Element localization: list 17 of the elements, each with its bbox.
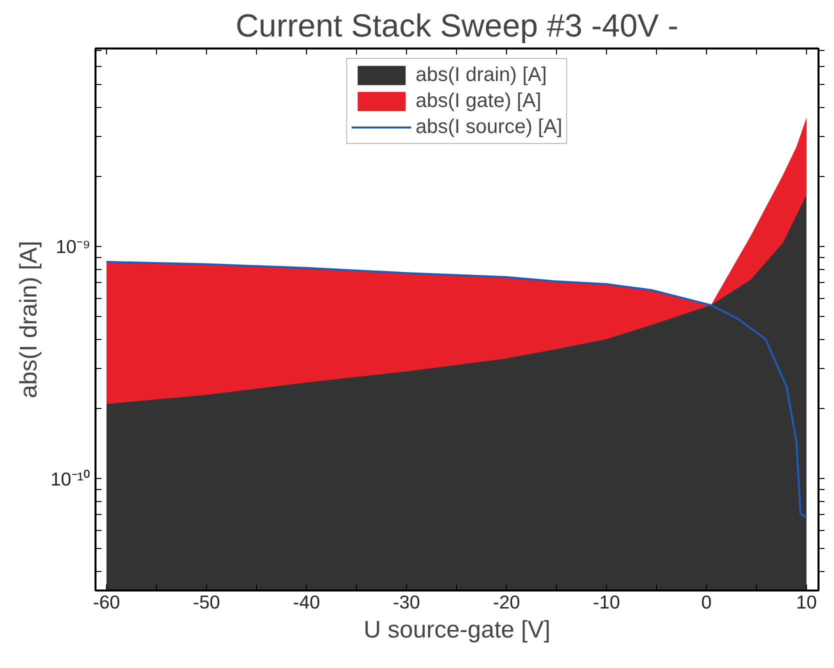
y-tick-label: 10⁻¹⁰ <box>50 468 91 490</box>
legend-label: abs(I drain) [A] <box>416 64 547 86</box>
x-tick-label: -30 <box>393 592 420 612</box>
x-tick-label: -10 <box>593 592 620 612</box>
x-tick-label: 0 <box>701 592 712 612</box>
legend-label: abs(I gate) [A] <box>416 90 542 112</box>
y-axis-title: abs(I drain) [A] <box>16 240 43 398</box>
chart-title: Current Stack Sweep #3 -40V - <box>236 8 678 44</box>
x-tick-label: -50 <box>193 592 220 612</box>
x-tick-label: -60 <box>93 592 120 612</box>
x-tick-label: 10 <box>796 592 817 612</box>
y-tick-label: 10⁻⁹ <box>56 236 91 258</box>
legend-label: abs(I source) [A] <box>416 116 562 138</box>
line-series <box>106 260 808 519</box>
x-axis-title: U source-gate [V] <box>364 616 550 644</box>
x-tick-label: -20 <box>493 592 520 612</box>
x-tick-label: -40 <box>293 592 320 612</box>
